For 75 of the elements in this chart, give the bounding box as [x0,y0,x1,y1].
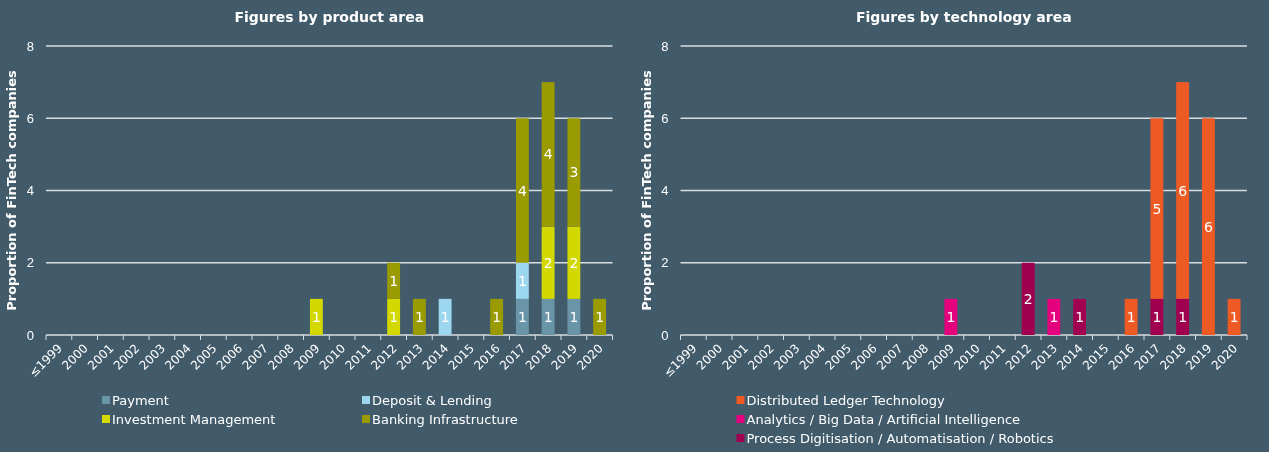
data-label: 1 [1229,308,1239,325]
bar [515,298,529,335]
chart-title: Figures by technology area [855,9,1072,25]
data-label: 3 [569,164,579,181]
bar [541,298,555,335]
data-label: 6 [1178,182,1188,199]
data-label: 1 [1126,308,1136,325]
bar [1047,298,1061,335]
data-label: 1 [543,308,553,325]
data-label: 1 [595,308,605,325]
bar [541,82,555,227]
bar [567,226,581,299]
data-label: 2 [543,254,553,271]
chart-title: Figures by product area [234,9,425,25]
legend-label: Distributed Ledger Technology [746,393,946,408]
y-axis-title: Proportion of FinTech companies [638,69,654,311]
legend-label: Investment Management [112,412,276,427]
data-label: 1 [569,308,579,325]
y-tick-label: 0 [661,327,669,343]
data-label: 6 [1203,218,1213,235]
data-label: 1 [1075,308,1085,325]
y-tick-label: 6 [661,110,669,126]
bar [1021,262,1035,335]
data-label: 2 [1023,290,1033,307]
bar [1176,82,1190,299]
bar [1201,118,1215,335]
legend-label: Banking Infrastructure [372,412,518,427]
bar [309,298,323,335]
bar [387,298,401,335]
data-label: 1 [440,308,450,325]
bar [438,298,452,335]
bar [515,262,529,299]
y-tick-label: 8 [26,38,34,54]
bar [541,226,555,299]
legend-label: Process Digitisation / Automatisation / Robotics [746,431,1054,446]
bar [1073,298,1087,335]
data-label: 1 [1152,308,1162,325]
bar [490,298,504,335]
data-label: 4 [517,182,527,199]
legend-label: Payment [112,393,169,408]
y-tick-label: 0 [26,327,34,343]
data-label: 4 [543,146,553,163]
bar [567,298,581,335]
bar [387,262,401,299]
bar [593,298,607,335]
legend-label: Analytics / Big Data / Artificial Intelligence [746,412,1021,427]
data-label: 1 [311,308,321,325]
bar [1227,298,1241,335]
data-label: 1 [517,308,527,325]
data-label: 2 [569,254,579,271]
bar [944,298,958,335]
data-label: 1 [492,308,502,325]
y-tick-label: 2 [26,255,34,271]
data-label: 5 [1152,200,1162,217]
data-label: 1 [517,272,527,289]
y-axis-title: Proportion of FinTech companies [4,69,19,311]
y-tick-label: 6 [26,110,34,126]
y-tick-label: 4 [661,183,669,199]
y-tick-label: 4 [26,183,34,199]
bar [1150,298,1164,335]
data-label: 1 [389,272,399,289]
data-label: 1 [1049,308,1059,325]
data-label: 1 [946,308,956,325]
bar [412,298,426,335]
data-label: 1 [389,308,399,325]
data-label: 1 [1178,308,1188,325]
bar [515,118,529,263]
y-tick-label: 2 [661,255,669,271]
legend-label: Deposit & Lending [372,393,492,408]
bar [1176,298,1190,335]
data-label: 1 [414,308,424,325]
bar [1150,118,1164,299]
y-tick-label: 8 [661,38,669,54]
bar [1124,298,1138,335]
bar [567,118,581,227]
